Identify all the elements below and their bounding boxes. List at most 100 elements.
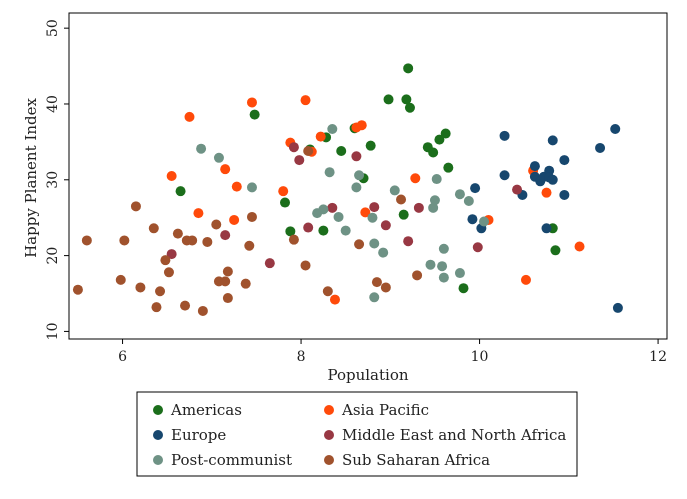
data-point <box>612 302 623 313</box>
data-point <box>431 174 442 185</box>
data-point <box>196 143 207 154</box>
data-point <box>231 181 242 192</box>
data-point <box>463 196 474 207</box>
data-point <box>380 282 391 293</box>
data-point <box>438 243 449 254</box>
data-point <box>354 170 365 181</box>
data-point <box>458 283 469 294</box>
data-point <box>300 260 311 271</box>
data-point <box>547 174 558 185</box>
data-point <box>499 170 510 181</box>
data-point <box>403 63 414 74</box>
data-point <box>81 235 92 246</box>
data-point <box>220 230 231 241</box>
data-point <box>135 282 146 293</box>
data-point <box>438 272 449 283</box>
data-point <box>294 155 305 166</box>
data-point <box>383 94 394 105</box>
y-tick-label: 20 <box>45 247 61 265</box>
data-point <box>398 209 409 220</box>
data-point <box>396 194 407 205</box>
data-point <box>401 94 412 105</box>
data-point <box>244 240 255 251</box>
legend-label: Middle East and North Africa <box>342 426 566 444</box>
data-point <box>333 211 344 222</box>
data-point <box>148 223 159 234</box>
legend-label: Post-communist <box>171 451 292 469</box>
data-point <box>479 216 490 227</box>
data-point <box>499 130 510 141</box>
data-point <box>246 211 257 222</box>
data-point <box>240 278 251 289</box>
data-point <box>213 152 224 163</box>
data-point <box>336 145 347 156</box>
x-tick-label: 8 <box>297 349 306 365</box>
data-point <box>130 201 141 212</box>
data-point <box>175 186 186 197</box>
data-point <box>413 202 424 213</box>
legend-marker <box>153 455 163 465</box>
data-point <box>303 145 314 156</box>
legend-marker <box>324 405 334 415</box>
data-point <box>160 255 171 266</box>
data-point <box>163 267 174 278</box>
data-point <box>180 300 191 311</box>
data-point <box>412 270 423 281</box>
data-point <box>360 207 371 218</box>
data-point <box>193 208 204 219</box>
data-point <box>550 245 561 256</box>
data-point <box>220 164 231 175</box>
legend-marker <box>153 430 163 440</box>
y-tick-label: 50 <box>45 19 61 37</box>
data-point <box>246 182 257 193</box>
plot-border <box>68 12 668 340</box>
x-axis-title: Population <box>327 366 408 384</box>
data-point <box>595 142 606 153</box>
data-point <box>197 305 208 316</box>
data-point <box>229 214 240 225</box>
data-point <box>327 202 338 213</box>
data-point <box>547 135 558 146</box>
legend-marker <box>153 405 163 415</box>
data-point <box>151 302 162 313</box>
legend-marker <box>324 430 334 440</box>
plot-area <box>68 12 668 340</box>
data-point <box>222 266 233 277</box>
data-point <box>559 155 570 166</box>
data-point <box>443 162 454 173</box>
data-point <box>369 202 380 213</box>
data-points <box>72 63 623 316</box>
data-point <box>520 274 531 285</box>
y-tick-label: 10 <box>45 323 61 341</box>
data-point <box>454 268 465 279</box>
data-point <box>184 111 195 122</box>
data-point <box>300 95 311 106</box>
data-point <box>115 274 126 285</box>
data-point <box>425 259 436 270</box>
data-point <box>369 238 380 249</box>
data-point <box>279 197 290 208</box>
data-point <box>166 249 177 260</box>
data-point <box>220 276 231 287</box>
data-point <box>369 292 380 303</box>
data-point <box>354 239 365 250</box>
data-point <box>437 261 448 272</box>
data-point <box>559 189 570 200</box>
data-point <box>166 171 177 181</box>
data-point <box>454 189 465 200</box>
data-point <box>324 167 335 178</box>
data-point <box>288 142 299 153</box>
data-point <box>155 286 166 297</box>
data-point <box>288 234 299 245</box>
legend-label: Asia Pacific <box>341 401 429 419</box>
x-tick-label: 6 <box>118 349 127 365</box>
data-point <box>356 120 367 131</box>
data-point <box>327 123 338 134</box>
data-point <box>264 258 275 269</box>
data-point <box>410 173 421 184</box>
data-point <box>318 204 329 215</box>
data-point <box>249 109 260 120</box>
legend-label: Sub Saharan Africa <box>342 451 490 469</box>
data-point <box>119 235 130 246</box>
